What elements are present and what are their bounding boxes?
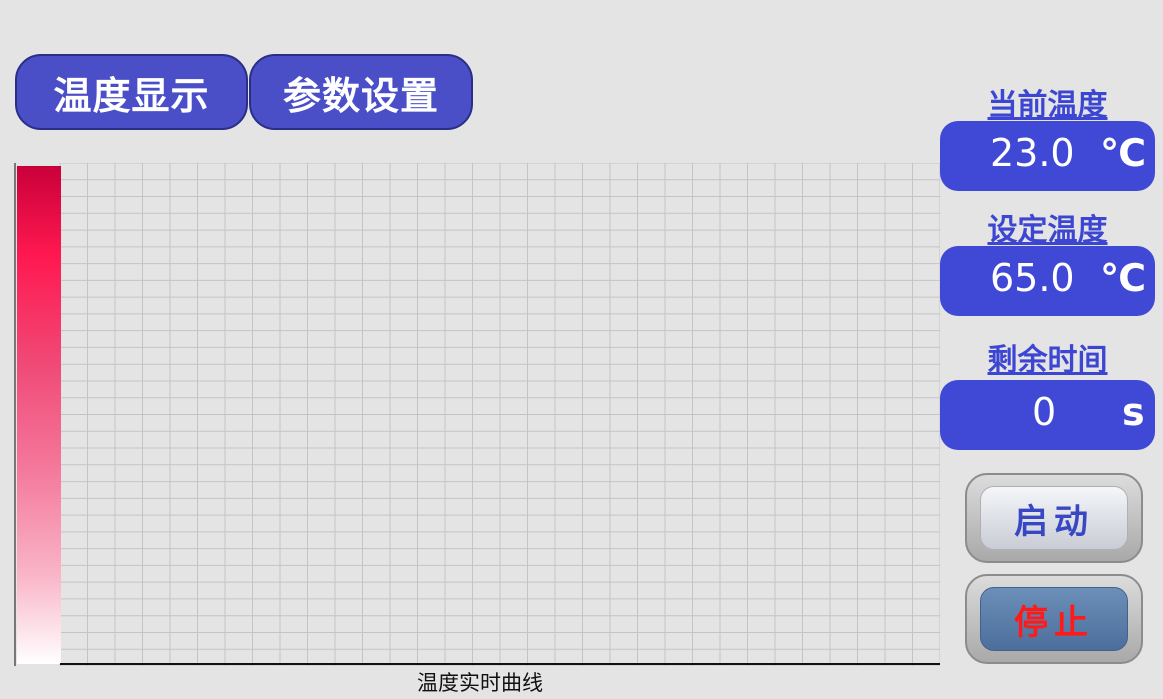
- remaining-time-label: 剩余时间: [987, 343, 1108, 378]
- set-temperature-label: 设定温度: [987, 213, 1108, 248]
- stop-button[interactable]: 停止: [965, 574, 1143, 664]
- temperature-chart: [14, 163, 940, 666]
- chart-left-axis: [14, 163, 16, 666]
- chart-x-axis: [60, 663, 940, 665]
- remaining-time-display: 0 s: [940, 380, 1155, 450]
- tab-parameter-settings[interactable]: 参数设置: [249, 54, 473, 130]
- tab-parameter-settings-label: 参数设置: [282, 73, 439, 118]
- temperature-color-scale: [17, 166, 61, 664]
- current-temperature-unit: ℃: [1100, 131, 1147, 175]
- current-temperature-display: 23.0 ℃: [940, 121, 1155, 191]
- remaining-time-unit: s: [1122, 390, 1145, 434]
- start-button-face[interactable]: 启动: [980, 486, 1128, 550]
- start-button[interactable]: 启动: [965, 473, 1143, 563]
- tab-temperature-display[interactable]: 温度显示: [15, 54, 248, 130]
- set-temperature-display: 65.0 ℃: [940, 246, 1155, 316]
- chart-caption: 温度实时曲线: [417, 671, 543, 695]
- tab-temperature-display-label: 温度显示: [53, 73, 210, 118]
- set-temperature-unit: ℃: [1100, 256, 1147, 300]
- remaining-time-value: 0: [1032, 390, 1057, 434]
- current-temperature-label: 当前温度: [987, 88, 1108, 123]
- current-temperature-value: 23.0: [990, 131, 1075, 175]
- set-temperature-value: 65.0: [990, 256, 1075, 300]
- stop-button-face[interactable]: 停止: [980, 587, 1128, 651]
- chart-grid: [59, 163, 940, 666]
